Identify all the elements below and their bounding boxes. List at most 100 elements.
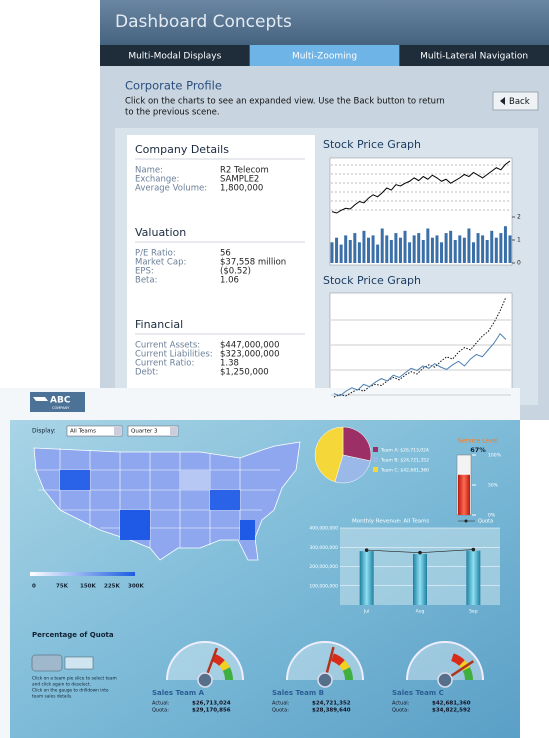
field-label: EPS: — [135, 267, 154, 277]
field-label: Quota: — [152, 708, 169, 714]
thermometer-fill — [458, 474, 470, 515]
back-button[interactable] — [492, 91, 539, 111]
volume-bar — [403, 230, 407, 263]
quarter-value: Quarter 3 — [131, 429, 158, 435]
section-heading: Valuation — [135, 226, 186, 239]
gauge-band — [219, 660, 230, 672]
quarter-select[interactable] — [127, 425, 179, 437]
tab-active[interactable] — [249, 45, 400, 66]
section-heading: Financial — [135, 318, 183, 331]
volume-bar — [348, 240, 352, 263]
tab-label[interactable]: Multi-Modal Displays — [128, 52, 221, 62]
gauge-band — [462, 667, 473, 681]
field-value: 1.06 — [220, 276, 239, 286]
gauge-hub — [437, 672, 453, 688]
volume-bar — [508, 235, 512, 263]
field-label: Average Volume: — [135, 184, 207, 194]
x-tick-label: Aug — [416, 609, 425, 615]
volume-bar — [453, 240, 457, 263]
tick-label: 0% — [488, 513, 496, 519]
tick-label: 2 — [517, 214, 521, 221]
field-label: Name: — [135, 166, 163, 176]
instruction: and click again to deselect. — [32, 682, 91, 688]
field-value: 1.38 — [220, 359, 239, 369]
description: to the previous scene. — [125, 108, 220, 118]
volume-bar — [412, 235, 416, 263]
team-name: Sales Team A — [152, 689, 205, 697]
bar[interactable] — [413, 553, 427, 605]
volume-bar — [417, 233, 421, 263]
map-legend-bar — [30, 572, 135, 576]
field-value: SAMPLE2 — [220, 175, 259, 185]
gauge-hub — [197, 672, 213, 688]
pie-slice[interactable] — [314, 426, 344, 483]
gauge-band — [339, 660, 350, 672]
gauge-hub — [317, 672, 333, 688]
pie-slice[interactable] — [334, 454, 371, 484]
field-value: $37,558 million — [220, 258, 286, 268]
tab-label[interactable]: Multi-Zooming — [292, 52, 357, 62]
logo-text: ABC — [50, 396, 71, 406]
legend-swatch — [373, 467, 378, 472]
field-label: Debt: — [135, 368, 158, 378]
volume-bar — [421, 240, 425, 263]
quota-dot — [471, 547, 476, 552]
state[interactable] — [60, 470, 90, 490]
icon — [31, 654, 63, 672]
bar[interactable] — [359, 551, 374, 605]
volume-bar — [449, 230, 453, 263]
volume-bar — [389, 240, 393, 263]
bar[interactable] — [466, 550, 481, 605]
field-label: Actual: — [152, 701, 170, 707]
field-value: 1,800,000 — [220, 184, 263, 194]
volume-bar — [430, 237, 434, 263]
volume-bar — [490, 230, 494, 263]
field-value: 56 — [220, 249, 231, 259]
icon — [64, 656, 94, 670]
chart-title: Stock Price Graph — [323, 138, 421, 151]
state[interactable] — [210, 490, 240, 510]
state[interactable] — [240, 520, 255, 540]
team-name: Sales Team C — [392, 689, 444, 697]
tab-label[interactable]: Multi-Lateral Navigation — [420, 52, 528, 62]
tick-label: 0 — [517, 260, 521, 267]
field-label: Current Liabilities: — [135, 350, 213, 360]
team-value: All Teams — [70, 429, 96, 435]
instruction: Click on the gauge to drilldown into — [32, 688, 109, 694]
team-select[interactable] — [66, 425, 123, 437]
select-arrow — [170, 427, 177, 435]
field-value: $34,822,592 — [432, 708, 471, 714]
us-map[interactable] — [33, 441, 301, 561]
volume-bar — [380, 228, 384, 263]
pie-slice[interactable] — [342, 426, 372, 462]
volume-bar — [485, 240, 489, 263]
gauge-value: 67% — [470, 446, 486, 454]
legend-tick: 300K — [128, 584, 144, 590]
legend-label: Quota — [478, 519, 493, 525]
volume-bar — [357, 242, 361, 263]
volume-bar — [394, 233, 398, 263]
volume-bar — [376, 244, 380, 263]
back-label[interactable]: Back — [509, 97, 530, 107]
field-value: $323,000,000 — [220, 350, 279, 360]
price-line — [331, 160, 511, 214]
field-label: P/E Ratio: — [135, 249, 176, 259]
select-arrow — [114, 427, 121, 435]
volume-bar — [367, 237, 371, 263]
legend-label: Team B: $24,721,352 — [380, 458, 429, 464]
chart-title: Stock Price Graph — [323, 274, 421, 287]
instruction: team sales details. — [32, 694, 73, 700]
tick-label: 200,000,000 — [309, 564, 338, 570]
field-label: Quota: — [272, 708, 289, 714]
gauge-title: Service Level — [458, 438, 498, 445]
back-icon — [500, 97, 505, 105]
legend-tick: 75K — [56, 584, 69, 590]
stock-chart[interactable] — [329, 292, 513, 401]
volume-bar — [476, 233, 480, 263]
state[interactable] — [120, 510, 150, 540]
volume-bar — [335, 237, 339, 263]
legend-label: Team C: $42,681,360 — [380, 468, 429, 474]
state[interactable] — [180, 470, 210, 490]
x-tick-label: Sep — [469, 609, 478, 615]
